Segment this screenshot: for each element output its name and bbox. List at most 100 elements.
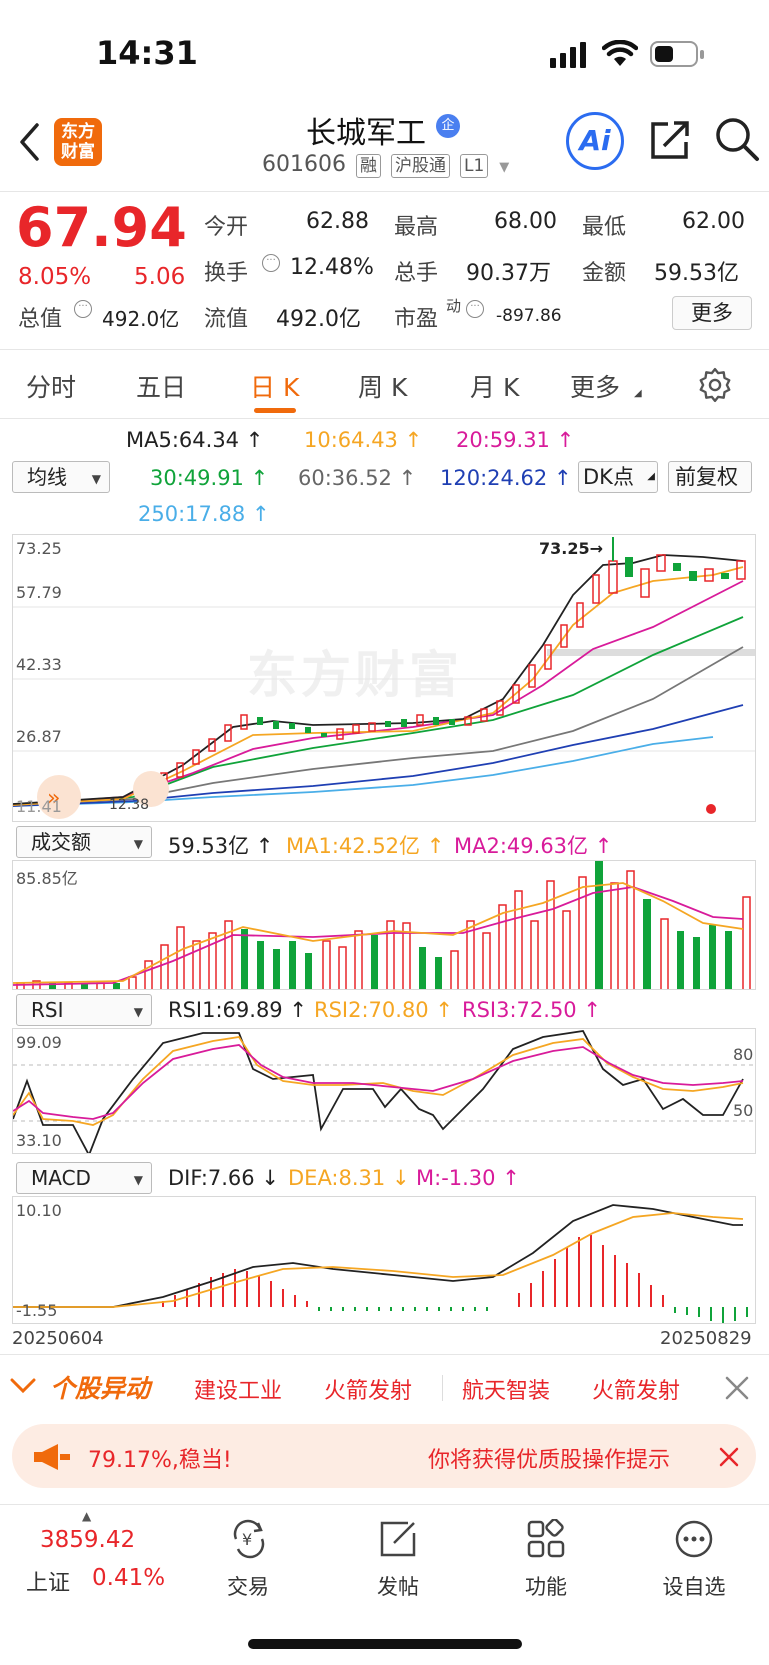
ai-button[interactable]: Ai — [566, 112, 624, 170]
amount-label: 金额 — [582, 261, 627, 286]
high-label: 最高 — [394, 215, 439, 240]
kline-y-label: 73.25 — [16, 539, 62, 558]
info-icon[interactable]: ··· — [262, 254, 280, 272]
change-percent: 8.05% — [18, 264, 92, 290]
dropdown-icon: ▼ — [133, 1173, 143, 1187]
settings-icon[interactable] — [696, 366, 734, 404]
kline-y-label: 57.79 — [16, 583, 62, 602]
back-arrow-icon[interactable] — [18, 122, 40, 162]
ma-selector[interactable]: 均线 ▼ — [12, 461, 110, 493]
kline-y-label: 11.41 — [16, 797, 62, 816]
close-icon[interactable] — [718, 1446, 740, 1468]
status-bar: 14:31 — [0, 0, 769, 100]
rsi-top-label: 99.09 — [16, 1033, 62, 1052]
battery-icon — [650, 41, 704, 67]
post-icon[interactable] — [378, 1519, 418, 1559]
min-price-label: 12.38 — [109, 797, 150, 813]
nav-functions[interactable]: 功能 — [525, 1575, 567, 1599]
nav-customize[interactable]: 设自选 — [662, 1575, 726, 1599]
volume-label: 总手 — [394, 261, 439, 286]
enterprise-badge: 企 — [436, 114, 460, 138]
trade-icon[interactable]: ¥ — [228, 1519, 270, 1559]
stock-code-row: 601606 融 沪股通 L1 ▼ — [262, 152, 509, 178]
mover-item[interactable]: 火箭发射 — [592, 1379, 681, 1404]
tab-daily-k[interactable]: 日 K — [250, 373, 300, 402]
rsi-indicator-selector[interactable]: RSI ▼ — [16, 994, 152, 1026]
home-indicator[interactable] — [248, 1639, 522, 1649]
functions-icon[interactable] — [526, 1519, 566, 1559]
search-icon[interactable] — [714, 116, 760, 162]
chevron-down-icon[interactable] — [10, 1377, 36, 1395]
mover-item[interactable]: 火箭发射 — [324, 1379, 413, 1404]
info-icon[interactable]: ··· — [74, 300, 92, 318]
index-change[interactable]: 0.41% — [92, 1565, 166, 1591]
nav-trade[interactable]: 交易 — [227, 1575, 269, 1599]
tab-weekly-k[interactable]: 周 K — [358, 373, 408, 402]
promo-banner[interactable]: 79.17%,稳当! 你将获得优质股操作提示 — [12, 1424, 756, 1488]
open-label: 今开 — [204, 215, 249, 240]
app-logo[interactable]: 东方 财富 — [54, 118, 102, 166]
price-adjust-button[interactable]: 前复权 — [668, 461, 752, 493]
tab-intraday[interactable]: 分时 — [26, 373, 77, 402]
index-name[interactable]: 上证 — [26, 1571, 71, 1596]
tag-margin: 融 — [355, 154, 381, 178]
chevron-down-icon[interactable]: ▼ — [499, 160, 510, 175]
index-value[interactable]: 3859.42 — [40, 1527, 136, 1553]
svg-text:»: » — [47, 786, 60, 811]
tab-more[interactable]: 更多 — [570, 373, 621, 402]
macd-indicator-selector[interactable]: MACD ▼ — [16, 1162, 152, 1194]
mover-item[interactable]: 航天智装 — [462, 1379, 551, 1404]
share-icon[interactable] — [648, 118, 692, 162]
info-icon[interactable]: ··· — [466, 300, 484, 318]
stock-code: 601606 — [262, 152, 346, 177]
date-start: 20250604 — [12, 1328, 104, 1349]
wifi-icon — [602, 40, 638, 66]
megaphone-icon — [34, 1444, 70, 1470]
movers-title: 个股异动 — [50, 1374, 151, 1403]
signal-icon — [550, 42, 586, 68]
ma10-value: 10:64.43 ↑ — [304, 428, 423, 452]
volume-ma2: MA2:49.63亿 ↑ — [454, 834, 613, 858]
ma30-value: 30:49.91 ↑ — [150, 466, 269, 490]
ma250-value: 250:17.88 ↑ — [138, 502, 270, 526]
ma60-value: 60:36.52 ↑ — [298, 466, 417, 490]
svg-text:¥: ¥ — [242, 1530, 252, 1549]
close-icon[interactable] — [724, 1375, 750, 1401]
more-button[interactable]: 更多 — [672, 296, 752, 330]
high-value: 68.00 — [494, 209, 557, 234]
nav-post[interactable]: 发帖 — [377, 1575, 419, 1599]
macd-chart[interactable]: 10.10 -1.55 — [12, 1196, 756, 1324]
last-price: 67.94 — [16, 196, 187, 259]
rsi1-value: RSI1:69.89 ↑ — [168, 998, 307, 1022]
tag-connect: 沪股通 — [390, 154, 450, 178]
volume-chart[interactable]: 85.85亿 — [12, 860, 756, 990]
volume-value: 90.37万 — [466, 261, 551, 286]
tab-five-day[interactable]: 五日 — [136, 373, 187, 402]
triangle-up-icon: ▲ — [82, 1509, 92, 1523]
change-amount: 5.06 — [134, 264, 186, 290]
ma20-value: 20:59.31 ↑ — [456, 428, 575, 452]
macd-dea: DEA:8.31 ↓ — [288, 1166, 410, 1190]
turnover-label: 换手 — [204, 261, 249, 286]
dk-point-button[interactable]: DK点 ◢ — [578, 461, 658, 493]
volume-top-label: 85.85亿 — [16, 869, 78, 888]
rsi2-value: RSI2:70.80 ↑ — [314, 998, 453, 1022]
mover-item[interactable]: 建设工业 — [194, 1379, 283, 1404]
low-label: 最低 — [582, 215, 627, 240]
pe-value: -897.86 — [496, 306, 562, 326]
low-value: 62.00 — [682, 209, 745, 234]
kline-chart[interactable]: 东方财富 — [12, 534, 756, 822]
mktcap-value: 492.0亿 — [102, 307, 180, 331]
turnover-value: 12.48% — [290, 255, 374, 280]
tag-level: L1 — [459, 154, 489, 178]
float-value: 492.0亿 — [276, 307, 361, 332]
dropdown-icon: ▼ — [133, 1005, 143, 1019]
macd-svg — [13, 1204, 748, 1323]
more-dots-icon[interactable] — [674, 1519, 714, 1559]
max-price-label: 73.25→ — [539, 539, 604, 558]
rsi-bottom-label: 33.10 — [16, 1131, 62, 1150]
rsi-chart[interactable]: 99.09 33.10 80 50 — [12, 1028, 756, 1154]
volume-svg — [13, 861, 751, 989]
volume-indicator-selector[interactable]: 成交额 ▼ — [16, 826, 152, 858]
tab-monthly-k[interactable]: 月 K — [470, 373, 520, 402]
